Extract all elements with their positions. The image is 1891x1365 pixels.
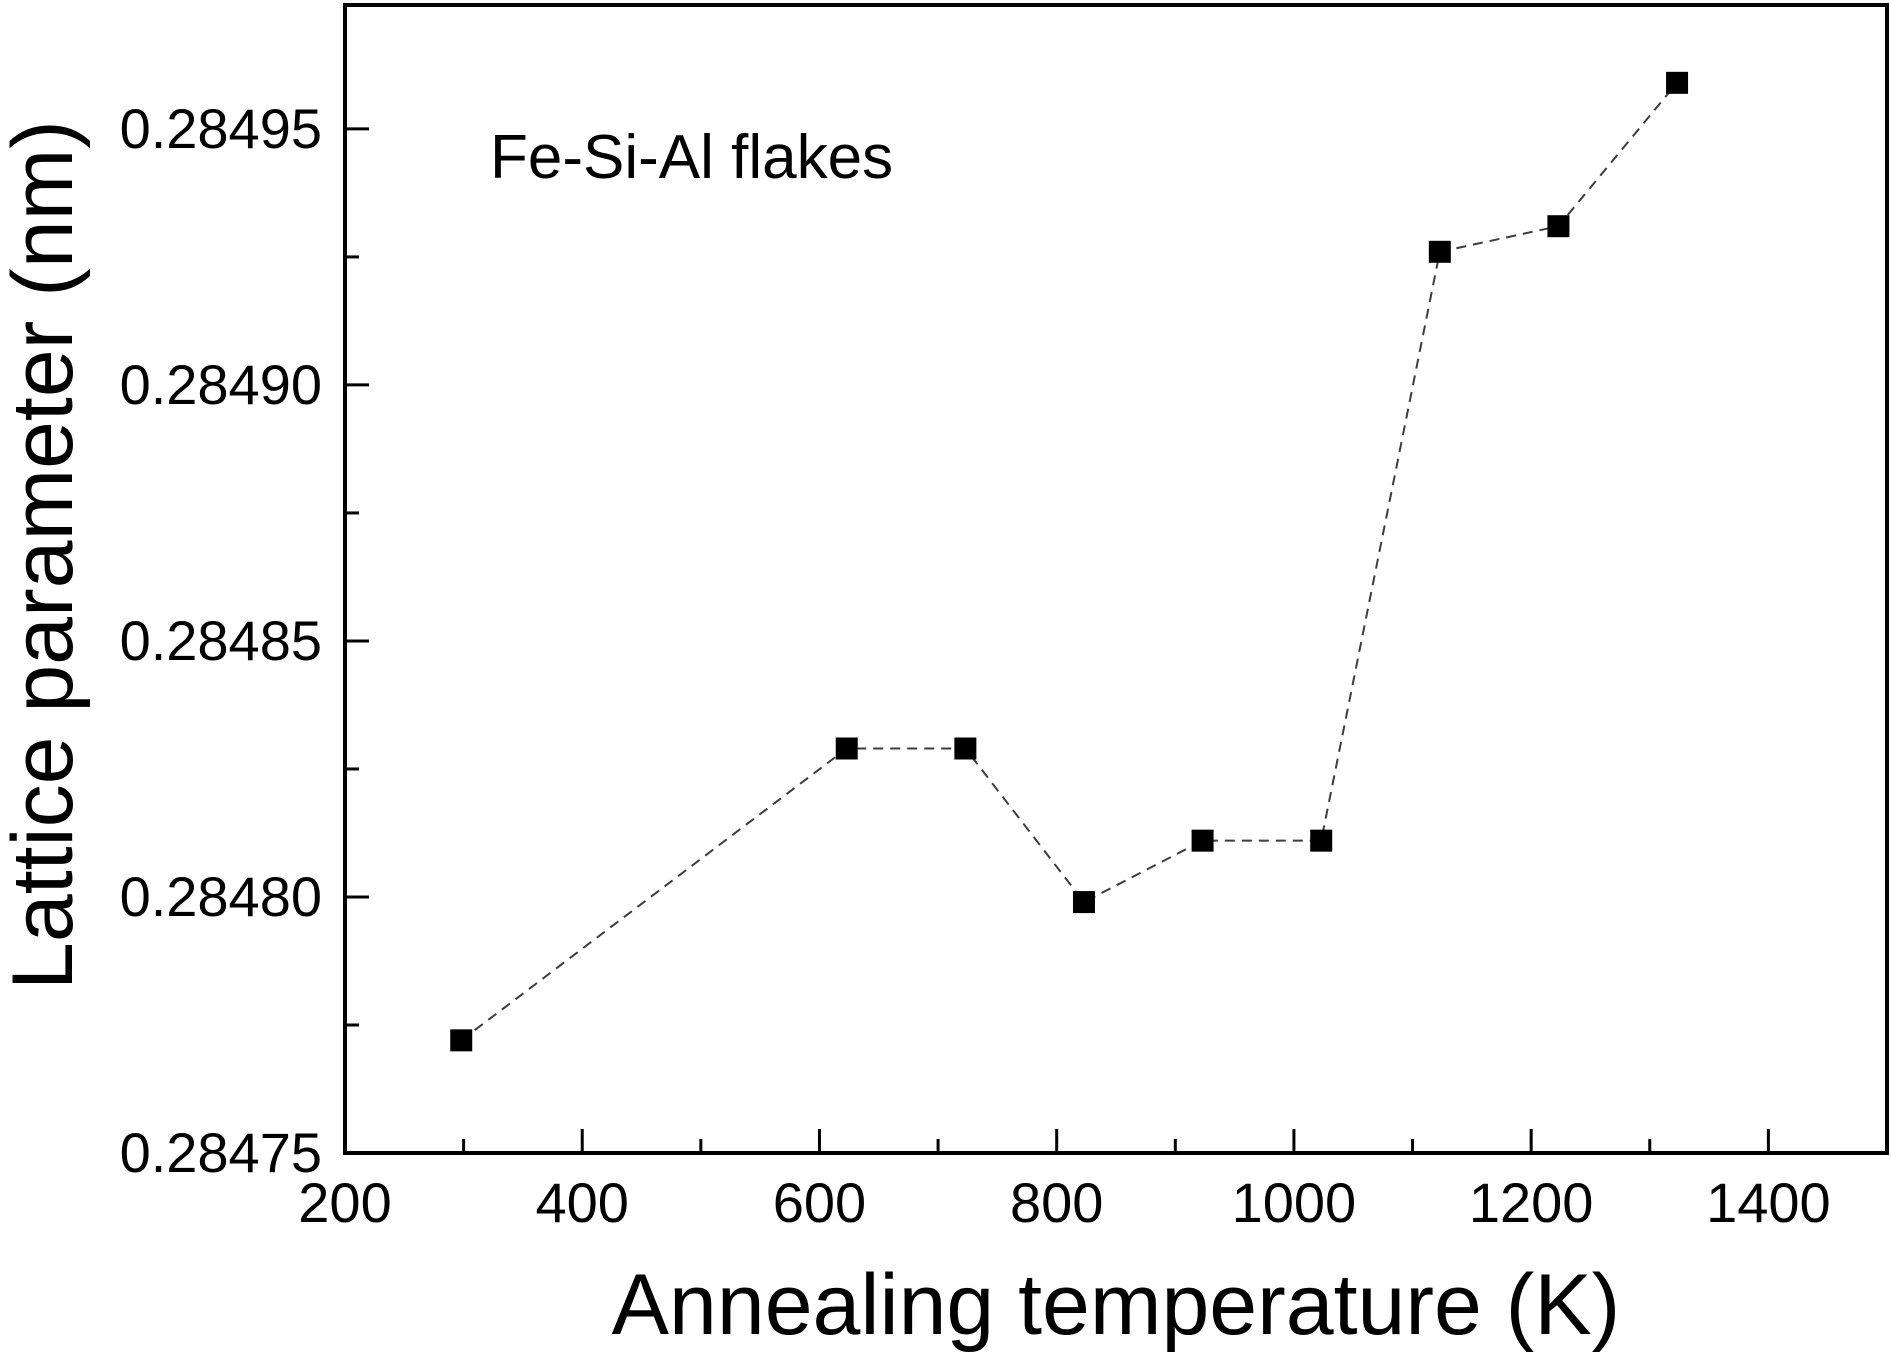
x-axis-tick-labels: 200 400 600 800 1000 1200 1400 xyxy=(298,1171,1830,1234)
x-axis-title: Annealing temperature (K) xyxy=(612,1257,1621,1353)
x-tick-label: 200 xyxy=(298,1171,391,1234)
y-axis-title: Lattice parameter (nm) xyxy=(0,120,91,990)
y-tick-label: 0.28490 xyxy=(120,353,322,416)
data-point-marker xyxy=(1428,240,1451,263)
x-axis-ticks xyxy=(462,1129,1770,1151)
x-tick-label: 600 xyxy=(773,1171,866,1234)
x-tick-label: 1400 xyxy=(1706,1171,1831,1234)
data-point-marker xyxy=(1547,215,1570,238)
y-axis-ticks xyxy=(347,127,369,1027)
data-point-marker xyxy=(835,737,858,760)
series-line xyxy=(460,82,1678,1042)
x-tick-label: 1200 xyxy=(1469,1171,1594,1234)
data-point-marker xyxy=(1310,829,1333,852)
data-point-marker xyxy=(954,737,977,760)
plot-frame xyxy=(343,3,1889,1155)
data-point-marker xyxy=(1191,829,1214,852)
y-tick-label: 0.28480 xyxy=(120,865,322,928)
x-tick-label: 400 xyxy=(536,1171,629,1234)
y-axis-tick-labels: 0.28475 0.28480 0.28485 0.28490 0.28495 xyxy=(120,97,322,1184)
data-point-marker xyxy=(1072,891,1095,914)
x-tick-label: 1000 xyxy=(1232,1171,1357,1234)
y-tick-label: 0.28475 xyxy=(120,1121,322,1184)
y-tick-label: 0.28495 xyxy=(120,97,322,160)
annotation-label: Fe-Si-Al flakes xyxy=(490,123,893,192)
data-point-marker xyxy=(1666,71,1689,94)
data-series xyxy=(450,71,1689,1052)
x-tick-label: 800 xyxy=(1010,1171,1103,1234)
y-tick-label: 0.28485 xyxy=(120,609,322,672)
data-point-marker xyxy=(450,1029,473,1052)
